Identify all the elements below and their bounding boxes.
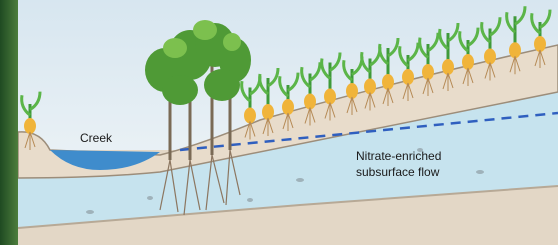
corn-part: [24, 118, 36, 134]
corn-part: [484, 49, 496, 65]
page: Creek Nitrate-enriched subsurface flow (…: [0, 0, 558, 245]
corn-part: [402, 69, 414, 85]
corn-part: [462, 54, 474, 70]
corn-part: [282, 99, 294, 115]
corn-part: [262, 104, 274, 120]
flow-label: Nitrate-enriched: [356, 149, 441, 163]
creek-label: Creek: [80, 131, 113, 145]
flow-label: subsurface flow: [356, 165, 440, 179]
corn-part: [244, 108, 256, 124]
corn-part: [442, 59, 454, 75]
corn-part: [346, 83, 358, 99]
corn-part: [534, 36, 546, 52]
left-border: [0, 0, 18, 245]
corn-part: [382, 74, 394, 90]
corn-part: [509, 42, 521, 58]
corn-part: [364, 79, 376, 95]
corn-part: [422, 64, 434, 80]
corn-part: [324, 89, 336, 105]
illustration: Creek Nitrate-enriched subsurface flow: [0, 0, 558, 245]
corn-part: [304, 94, 316, 110]
